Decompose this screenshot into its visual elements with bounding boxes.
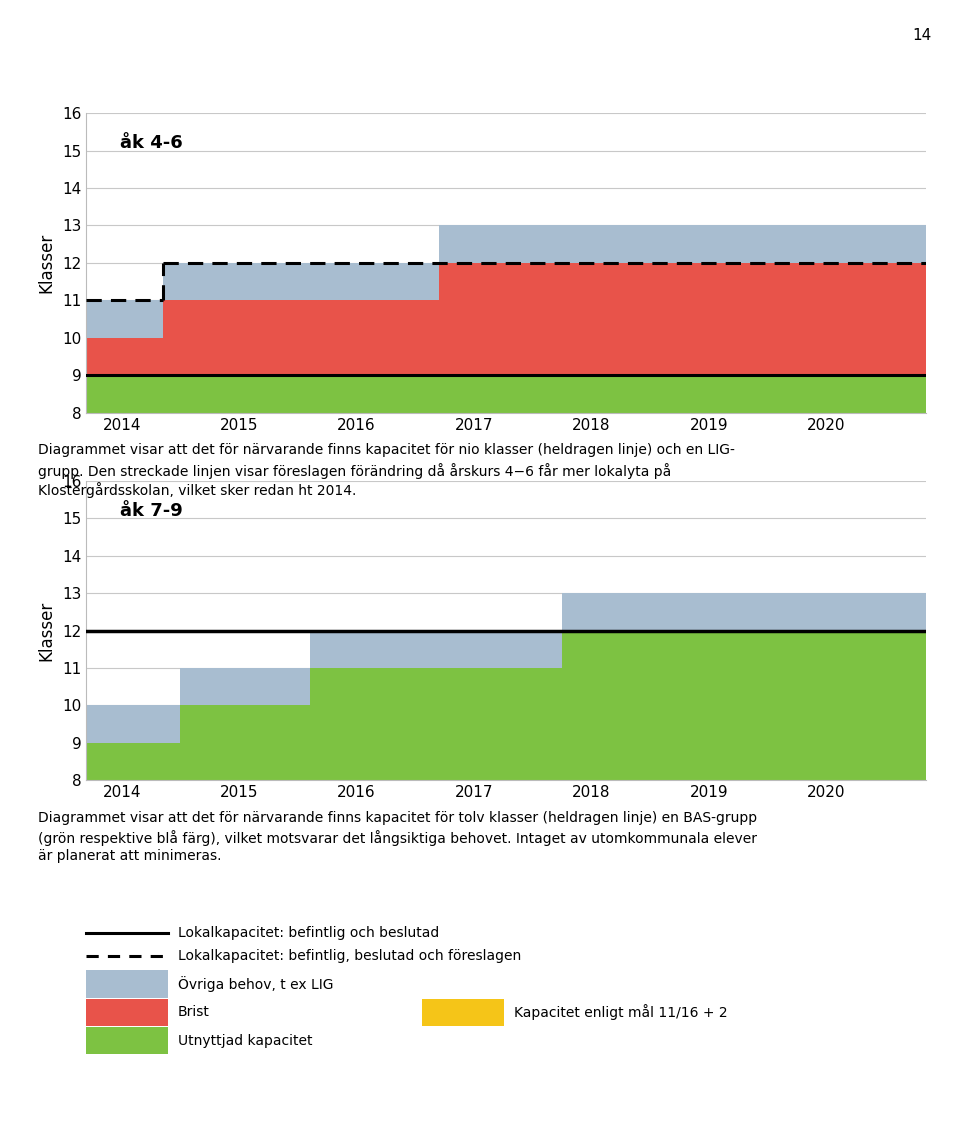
Y-axis label: Klasser: Klasser xyxy=(37,601,56,661)
Text: Lokalkapacitet: befintlig, beslutad och föreslagen: Lokalkapacitet: befintlig, beslutad och … xyxy=(178,949,521,962)
Text: åk 7-9: åk 7-9 xyxy=(120,502,182,519)
Text: 14: 14 xyxy=(912,28,931,43)
Text: Brist: Brist xyxy=(178,1005,209,1019)
Text: Lokalkapacitet: befintlig och beslutad: Lokalkapacitet: befintlig och beslutad xyxy=(178,926,439,940)
Text: (grön respektive blå färg), vilket motsvarar det långsiktiga behovet. Intaget av: (grön respektive blå färg), vilket motsv… xyxy=(38,830,757,846)
Text: åk 4-6: åk 4-6 xyxy=(120,135,182,152)
Y-axis label: Klasser: Klasser xyxy=(37,233,56,293)
Text: Utnyttjad kapacitet: Utnyttjad kapacitet xyxy=(178,1034,312,1047)
Text: Övriga behov, t ex LIG: Övriga behov, t ex LIG xyxy=(178,976,333,992)
Text: Klostergårdsskolan, vilket sker redan ht 2014.: Klostergårdsskolan, vilket sker redan ht… xyxy=(38,482,357,498)
Text: Kapacitet enligt mål 11/16 + 2: Kapacitet enligt mål 11/16 + 2 xyxy=(514,1004,728,1020)
Text: Diagrammet visar att det för närvarande finns kapacitet för tolv klasser (heldra: Diagrammet visar att det för närvarande … xyxy=(38,811,757,824)
Text: grupp. Den streckade linjen visar föreslagen förändring då årskurs 4−6 får mer l: grupp. Den streckade linjen visar föresl… xyxy=(38,463,672,478)
Text: Diagrammet visar att det för närvarande finns kapacitet för nio klasser (heldrag: Diagrammet visar att det för närvarande … xyxy=(38,443,735,457)
Text: är planerat att minimeras.: är planerat att minimeras. xyxy=(38,849,222,863)
